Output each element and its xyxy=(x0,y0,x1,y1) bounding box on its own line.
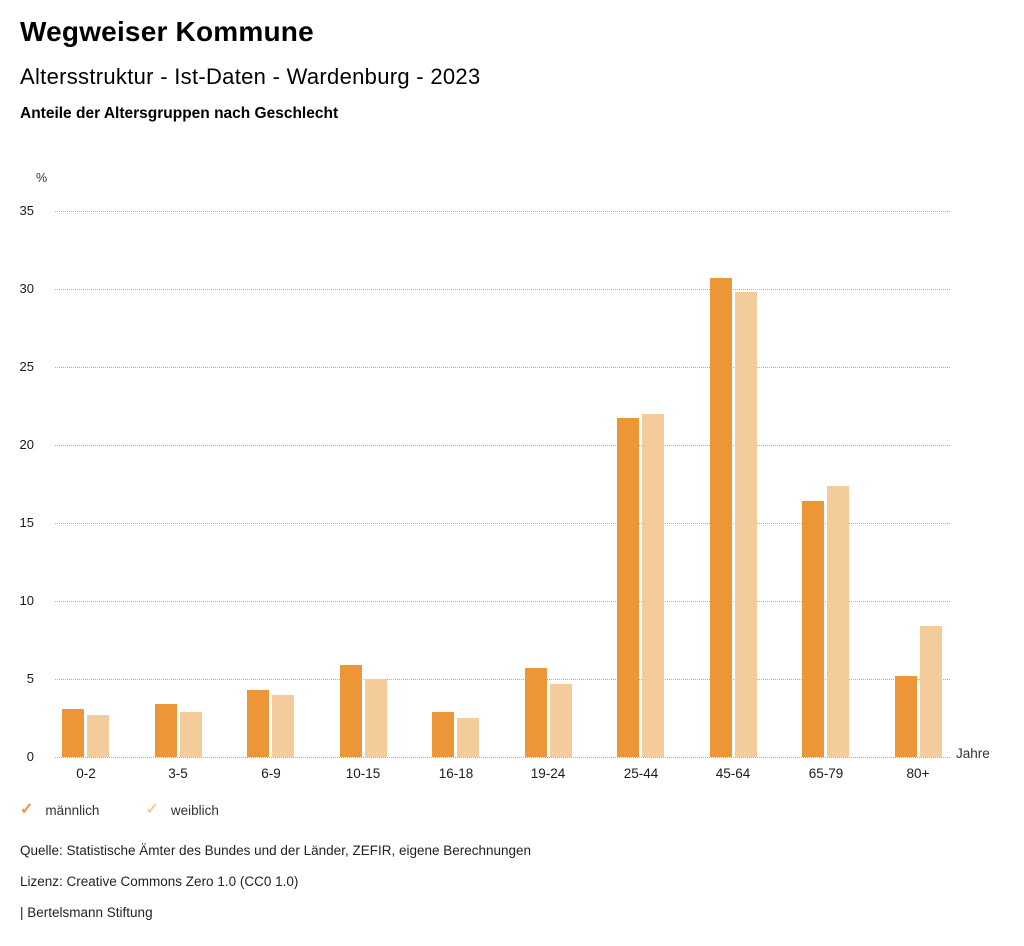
x-tick-label-19-24: 19-24 xyxy=(530,766,566,781)
bar-maennlich-25-44[interactable] xyxy=(617,418,639,757)
source-text: Quelle: Statistische Ämter des Bundes un… xyxy=(20,843,532,858)
bar-weiblich-65-79[interactable] xyxy=(827,486,849,757)
x-tick-label-45-64: 45-64 xyxy=(715,766,751,781)
gridline-25 xyxy=(55,367,950,368)
chart-subtitle: Altersstruktur - Ist-Daten - Wardenburg … xyxy=(20,64,481,89)
bar-maennlich-65-79[interactable] xyxy=(802,501,824,757)
check-icon: ✓ xyxy=(145,801,159,818)
attribution-text: | Bertelsmann Stiftung xyxy=(20,905,153,920)
x-tick-label-25-44: 25-44 xyxy=(623,766,659,781)
y-tick-label-0: 0 xyxy=(26,749,34,764)
bar-maennlich-10-15[interactable] xyxy=(340,665,362,757)
bar-weiblich-10-15[interactable] xyxy=(365,679,387,757)
plot-area xyxy=(55,211,950,758)
legend-item-weiblich[interactable]: ✓ weiblich xyxy=(145,802,218,818)
page-title: Wegweiser Kommune xyxy=(20,16,314,47)
y-tick-label-35: 35 xyxy=(19,203,34,218)
bar-weiblich-6-9[interactable] xyxy=(272,695,294,757)
bar-maennlich-0-2[interactable] xyxy=(62,709,84,757)
bar-maennlich-19-24[interactable] xyxy=(525,668,547,757)
bar-weiblich-0-2[interactable] xyxy=(87,715,109,757)
y-tick-label-15: 15 xyxy=(19,515,34,530)
x-tick-label-65-79: 65-79 xyxy=(808,766,844,781)
gridline-20 xyxy=(55,445,950,446)
license-text: Lizenz: Creative Commons Zero 1.0 (CC0 1… xyxy=(20,874,299,889)
gridline-30 xyxy=(55,289,950,290)
x-tick-label-16-18: 16-18 xyxy=(438,766,474,781)
bar-weiblich-80plus[interactable] xyxy=(920,626,942,757)
x-tick-label-80plus: 80+ xyxy=(906,766,930,781)
legend-item-maennlich[interactable]: ✓ männlich xyxy=(20,802,99,818)
chart-description: Anteile der Altersgruppen nach Geschlech… xyxy=(20,105,339,122)
bar-maennlich-3-5[interactable] xyxy=(155,704,177,757)
legend-item-label: männlich xyxy=(45,802,100,818)
x-axis-unit-label: Jahre xyxy=(956,746,990,761)
y-tick-label-30: 30 xyxy=(19,281,34,296)
x-tick-label-6-9: 6-9 xyxy=(261,766,281,781)
gridline-35 xyxy=(55,211,950,212)
chart-legend: ✓ männlich ✓ weiblich xyxy=(20,802,265,818)
bar-weiblich-25-44[interactable] xyxy=(642,414,664,757)
y-tick-label-10: 10 xyxy=(19,593,34,608)
gridline-5 xyxy=(55,679,950,680)
bar-weiblich-16-18[interactable] xyxy=(457,718,479,757)
bar-weiblich-3-5[interactable] xyxy=(180,712,202,757)
x-tick-label-0-2: 0-2 xyxy=(76,766,96,781)
x-tick-label-3-5: 3-5 xyxy=(168,766,188,781)
bar-maennlich-45-64[interactable] xyxy=(710,278,732,757)
y-tick-label-20: 20 xyxy=(19,437,34,452)
x-tick-label-10-15: 10-15 xyxy=(345,766,381,781)
y-tick-label-25: 25 xyxy=(19,359,34,374)
y-axis-unit-label: % xyxy=(36,171,48,185)
gridline-10 xyxy=(55,601,950,602)
gridline-0 xyxy=(55,757,950,758)
bar-weiblich-19-24[interactable] xyxy=(550,684,572,757)
bar-weiblich-45-64[interactable] xyxy=(735,292,757,757)
legend-item-label: weiblich xyxy=(170,802,219,818)
bar-maennlich-6-9[interactable] xyxy=(247,690,269,757)
check-icon: ✓ xyxy=(20,801,34,818)
y-tick-label-5: 5 xyxy=(26,671,34,686)
bar-maennlich-80plus[interactable] xyxy=(895,676,917,757)
bar-maennlich-16-18[interactable] xyxy=(432,712,454,757)
gridline-15 xyxy=(55,523,950,524)
